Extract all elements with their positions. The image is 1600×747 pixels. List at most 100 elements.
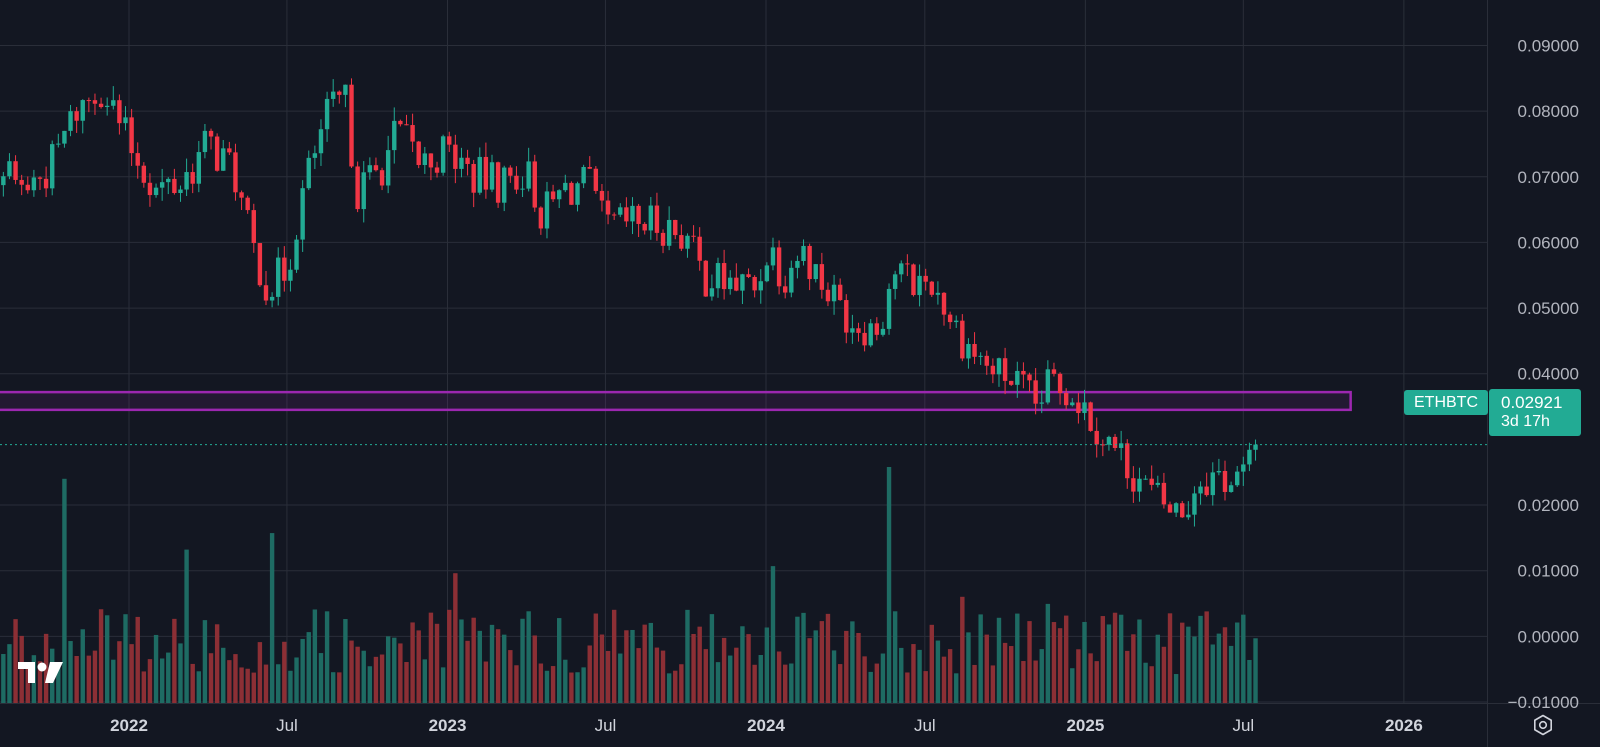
- volume-bar: [917, 649, 922, 703]
- volume-bar: [550, 666, 556, 703]
- candle-body: [410, 125, 415, 142]
- volume-bar: [709, 614, 715, 703]
- volume-bar: [434, 623, 440, 703]
- volume-bar: [801, 612, 806, 703]
- volume-bar: [166, 652, 171, 703]
- candle-body: [685, 235, 690, 249]
- volume-bar: [721, 637, 727, 703]
- volume-bar: [526, 611, 531, 703]
- volume-bar: [789, 663, 794, 703]
- volume-bar: [776, 651, 782, 703]
- candle-body: [43, 178, 49, 189]
- volume-bar: [288, 670, 293, 703]
- candle-body: [1070, 402, 1075, 406]
- volume-bar: [715, 662, 721, 703]
- candle-body: [575, 183, 580, 205]
- volume-bar: [410, 622, 415, 703]
- volume-bar: [312, 609, 318, 703]
- candle-body: [789, 267, 794, 293]
- volume-bar: [941, 656, 947, 703]
- volume-bar: [1118, 614, 1124, 703]
- candle-body: [972, 343, 977, 357]
- volume-bar: [746, 634, 751, 703]
- candle-body: [159, 182, 165, 188]
- volume-bar: [868, 671, 873, 703]
- volume-bar: [178, 643, 183, 703]
- volume-bar: [1216, 633, 1222, 703]
- price-tick-label: 0.04000: [1518, 365, 1579, 384]
- time-axis[interactable]: 2022 Jul 2023 Jul 2024 Jul 2025 Jul 2026: [110, 716, 1423, 735]
- candle-body: [899, 263, 904, 275]
- volume-bar: [508, 650, 513, 703]
- candle-body: [447, 136, 452, 145]
- volume-bar: [1100, 616, 1106, 703]
- candle-body: [526, 161, 531, 189]
- candle-body: [734, 277, 739, 291]
- volume-bar: [972, 664, 977, 703]
- volume-bar: [159, 658, 165, 703]
- volume-bar: [202, 620, 208, 703]
- candle-body: [1247, 449, 1252, 465]
- volume-bar: [7, 644, 12, 703]
- resistance-zone: [0, 390, 1352, 412]
- tradingview-logo[interactable]: [16, 658, 66, 686]
- candle-body: [1143, 478, 1148, 480]
- volume-bar: [673, 670, 678, 703]
- candle-body: [715, 263, 721, 289]
- time-tick-label: 2022: [110, 716, 148, 735]
- candle-body: [514, 175, 519, 190]
- volume-bar: [593, 613, 599, 703]
- volume-bar: [1039, 649, 1044, 703]
- settings-icon[interactable]: [1532, 714, 1554, 736]
- volume-bar: [960, 596, 965, 703]
- volume-bar: [245, 668, 250, 703]
- resistance-zone-layer: [0, 390, 1352, 412]
- last-price-value: 0.02921: [1501, 393, 1563, 412]
- volume-bar: [1241, 614, 1246, 703]
- volume-bar: [373, 656, 379, 703]
- volume-bar: [355, 646, 360, 703]
- volume-bar: [795, 616, 800, 703]
- candle-body: [495, 162, 501, 203]
- candle-body: [868, 323, 873, 346]
- candle-body: [355, 166, 360, 210]
- candle-body: [1082, 402, 1087, 414]
- volume-bar: [880, 653, 886, 703]
- candle-body: [556, 190, 562, 200]
- volume-bar: [80, 629, 85, 703]
- candle-body: [1057, 373, 1063, 394]
- volume-bar: [654, 647, 660, 703]
- candle-body: [1253, 444, 1258, 450]
- volume-bar: [208, 653, 214, 703]
- symbol-label: ETHBTC: [1404, 390, 1488, 415]
- volume-bar: [251, 672, 256, 703]
- volume-bar: [556, 618, 562, 703]
- volume-bar: [1210, 644, 1215, 703]
- candle-body: [471, 163, 476, 193]
- candle-body: [440, 136, 446, 173]
- candle-body: [782, 286, 788, 293]
- candle-body: [660, 232, 666, 246]
- volume-bar: [440, 667, 446, 703]
- candle-body: [373, 165, 379, 171]
- candle-body: [1131, 478, 1136, 492]
- candle-body: [593, 168, 599, 191]
- volume-bar: [1131, 634, 1136, 703]
- volume-bar: [618, 653, 623, 703]
- candle-body: [831, 284, 837, 302]
- candle-body: [1155, 482, 1160, 485]
- candle-body: [886, 288, 892, 329]
- time-tick-label: 2023: [429, 716, 467, 735]
- candle-body: [1088, 402, 1093, 431]
- candle-body: [1027, 374, 1032, 381]
- candle-body: [227, 148, 232, 153]
- volume-bar: [214, 624, 220, 703]
- volume-bar: [1021, 661, 1026, 703]
- candle-body: [1241, 464, 1246, 472]
- volume-bar: [269, 533, 275, 703]
- volume-bar: [123, 614, 128, 703]
- candle-body: [1149, 478, 1154, 485]
- candle-body: [312, 153, 318, 158]
- price-axis[interactable]: 0.09000 0.08000 0.07000 0.06000 0.05000 0.040…: [1508, 36, 1579, 712]
